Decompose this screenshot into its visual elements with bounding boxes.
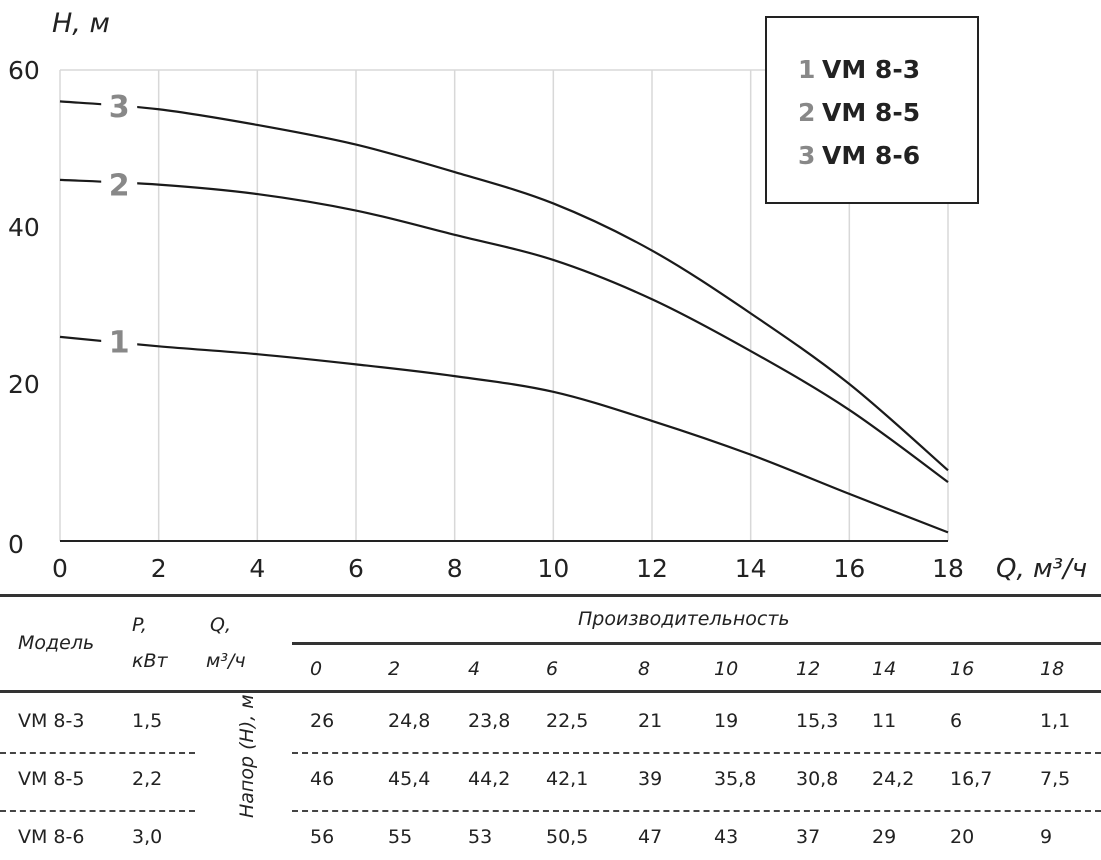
row-head-value: 23,8 [468, 710, 511, 732]
legend-entry: VM 8-3 [822, 55, 920, 84]
row-head-value: 37 [796, 826, 821, 848]
performance-table: Модель P, кВт Q, м³/ч Производительность… [0, 592, 1101, 860]
row-head-value: 15,3 [796, 710, 839, 732]
x-tick-label: 2 [151, 554, 167, 583]
header-flow: Q, [210, 614, 231, 636]
header-power: P, [132, 614, 147, 636]
header-group: Производительность [578, 608, 790, 630]
group-rule [292, 642, 1101, 645]
row-head-value: 46 [310, 768, 335, 790]
flow-header: 0 [310, 658, 323, 680]
table-top-rule [0, 594, 1101, 597]
row-head-value: 24,2 [872, 768, 915, 790]
row-model: VM 8-5 [18, 768, 85, 790]
row-head-value: 30,8 [796, 768, 839, 790]
legend-number: 1 [798, 55, 815, 84]
x-tick-label: 18 [932, 554, 964, 583]
row-head-value: 21 [638, 710, 663, 732]
series-line [59, 100, 949, 472]
row-head-value: 35,8 [714, 768, 757, 790]
flow-header: 8 [638, 658, 651, 680]
flow-header: 6 [546, 658, 559, 680]
row-model: VM 8-6 [18, 826, 85, 848]
flow-header: 18 [1040, 658, 1065, 680]
x-tick-label: 10 [537, 554, 569, 583]
series-label: 3 [109, 90, 130, 125]
header-rule [0, 690, 1101, 693]
header-flow-unit: м³/ч [206, 650, 246, 672]
row-head-value: 44,2 [468, 768, 511, 790]
row-head-value: 26 [310, 710, 335, 732]
row-head-value: 11 [872, 710, 897, 732]
row-separator [0, 810, 195, 812]
x-tick-label: 16 [833, 554, 865, 583]
row-power: 1,5 [132, 710, 163, 732]
row-head-value: 56 [310, 826, 335, 848]
row-separator [292, 810, 1101, 812]
row-model: VM 8-3 [18, 710, 85, 732]
series-label: 2 [109, 169, 130, 204]
flow-header: 14 [872, 658, 897, 680]
y-tick-label: 40 [8, 213, 40, 242]
x-tick-label: 8 [447, 554, 463, 583]
flow-header: 10 [714, 658, 739, 680]
flow-header: 12 [796, 658, 821, 680]
row-separator [0, 752, 195, 754]
row-head-value: 9 [1040, 826, 1053, 848]
flow-header: 2 [388, 658, 401, 680]
row-separator [292, 752, 1101, 754]
row-head-value: 43 [714, 826, 739, 848]
row-head-value: 6 [950, 710, 963, 732]
legend-entry: VM 8-5 [822, 98, 920, 127]
legend-number: 2 [798, 98, 815, 127]
row-head-value: 19 [714, 710, 739, 732]
series-label-gap [101, 88, 138, 123]
y-tick-label: 0 [8, 530, 24, 559]
header-head: Напор (H), м [236, 694, 258, 818]
x-tick-label: 4 [249, 554, 265, 583]
x-tick-label: 0 [52, 554, 68, 583]
series-label-gap [101, 166, 138, 201]
series-label: 1 [109, 326, 130, 361]
row-head-value: 1,1 [1040, 710, 1071, 732]
x-tick-label: 14 [735, 554, 767, 583]
row-head-value: 20 [950, 826, 975, 848]
header-model: Модель [18, 632, 95, 654]
x-tick-label: 12 [636, 554, 668, 583]
flow-header: 16 [950, 658, 975, 680]
row-head-value: 29 [872, 826, 897, 848]
x-axis-label: Q, м³/ч [996, 554, 1087, 584]
series-line [59, 178, 949, 484]
flow-header: 4 [468, 658, 481, 680]
series-label-gap [101, 323, 138, 358]
row-head-value: 39 [638, 768, 663, 790]
row-power: 2,2 [132, 768, 163, 790]
legend-box [765, 16, 979, 204]
x-tick-label: 6 [348, 554, 364, 583]
row-head-value: 55 [388, 826, 413, 848]
y-tick-label: 20 [8, 370, 40, 399]
series-line [59, 335, 949, 534]
row-head-value: 7,5 [1040, 768, 1071, 790]
y-axis-label: H, м [52, 8, 110, 39]
row-head-value: 16,7 [950, 768, 993, 790]
legend-entry: VM 8-6 [822, 141, 920, 170]
legend-number: 3 [798, 141, 815, 170]
row-head-value: 22,5 [546, 710, 589, 732]
row-head-value: 45,4 [388, 768, 431, 790]
row-head-value: 50,5 [546, 826, 589, 848]
row-power: 3,0 [132, 826, 163, 848]
row-head-value: 47 [638, 826, 663, 848]
header-power-unit: кВт [132, 650, 168, 672]
row-head-value: 42,1 [546, 768, 589, 790]
row-head-value: 24,8 [388, 710, 431, 732]
row-head-value: 53 [468, 826, 493, 848]
y-tick-label: 60 [8, 56, 40, 85]
